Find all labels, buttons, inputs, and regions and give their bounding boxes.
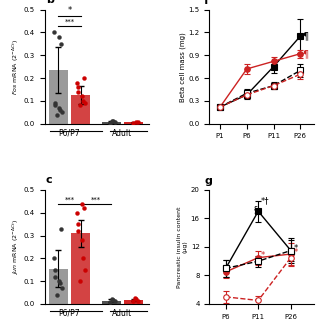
Point xyxy=(133,297,139,302)
Text: g: g xyxy=(204,176,212,186)
Text: ***: *** xyxy=(91,196,101,203)
Point xyxy=(74,210,79,215)
Point xyxy=(52,256,57,261)
Point xyxy=(77,103,82,108)
Point xyxy=(135,120,140,125)
Point xyxy=(79,237,84,243)
Point xyxy=(52,103,58,108)
Y-axis label: Pancreatic insulin content
(μg): Pancreatic insulin content (μg) xyxy=(177,206,188,288)
Point xyxy=(58,281,63,286)
Point xyxy=(52,267,58,272)
Point xyxy=(52,100,58,106)
Point xyxy=(75,84,80,90)
Y-axis label: $\it{Jun}$ mRNA ($2^{-ΔCt}$): $\it{Jun}$ mRNA ($2^{-ΔCt}$) xyxy=(11,219,21,275)
Y-axis label: Beta cell mass (mg): Beta cell mass (mg) xyxy=(179,32,186,101)
Text: ¶: ¶ xyxy=(302,31,308,41)
Point xyxy=(75,89,80,94)
Point xyxy=(113,299,118,304)
Point xyxy=(52,30,57,35)
Point xyxy=(135,298,140,303)
Text: f: f xyxy=(204,0,209,6)
Bar xyxy=(124,122,143,124)
Point xyxy=(59,41,64,46)
Point xyxy=(74,80,79,85)
Point xyxy=(54,112,60,117)
Point xyxy=(108,299,113,304)
Bar xyxy=(71,95,90,124)
Text: *: * xyxy=(293,244,298,253)
Point xyxy=(80,256,85,261)
Point xyxy=(77,279,82,284)
Point xyxy=(111,297,116,302)
Point xyxy=(80,98,85,103)
Text: c: c xyxy=(46,175,52,185)
Bar xyxy=(102,122,121,124)
Point xyxy=(54,292,60,297)
Text: §: § xyxy=(253,205,258,214)
Point xyxy=(56,35,61,40)
Point xyxy=(58,108,63,113)
Point xyxy=(79,94,84,99)
Point xyxy=(82,267,87,272)
Text: ***: *** xyxy=(64,19,75,24)
Point xyxy=(82,205,87,211)
Point xyxy=(130,120,135,125)
Point xyxy=(75,228,80,234)
Point xyxy=(82,76,87,81)
Y-axis label: $\it{Fos}$ mRNA ($2^{-ΔCt}$): $\it{Fos}$ mRNA ($2^{-ΔCt}$) xyxy=(11,39,21,95)
Bar xyxy=(124,300,143,304)
Point xyxy=(111,119,116,124)
Point xyxy=(56,105,61,110)
Bar xyxy=(49,268,68,304)
Point xyxy=(130,299,135,304)
Bar xyxy=(71,233,90,304)
Point xyxy=(132,296,137,301)
Point xyxy=(108,120,113,125)
Point xyxy=(79,201,84,206)
Point xyxy=(60,110,65,115)
Point xyxy=(133,119,139,124)
Text: *: * xyxy=(261,251,265,260)
Point xyxy=(113,119,118,124)
Bar xyxy=(49,70,68,124)
Text: *†: *† xyxy=(261,196,269,205)
Point xyxy=(59,226,64,231)
Point xyxy=(109,297,115,302)
Point xyxy=(109,118,115,124)
Text: ***: *** xyxy=(64,196,75,203)
Point xyxy=(75,221,80,227)
Bar xyxy=(102,300,121,304)
Text: *: * xyxy=(67,6,72,15)
Text: ¶: ¶ xyxy=(302,49,308,59)
Text: b: b xyxy=(46,0,54,5)
Point xyxy=(56,279,61,284)
Text: *: * xyxy=(293,248,298,257)
Point xyxy=(60,285,65,291)
Point xyxy=(82,100,87,106)
Point xyxy=(52,274,58,279)
